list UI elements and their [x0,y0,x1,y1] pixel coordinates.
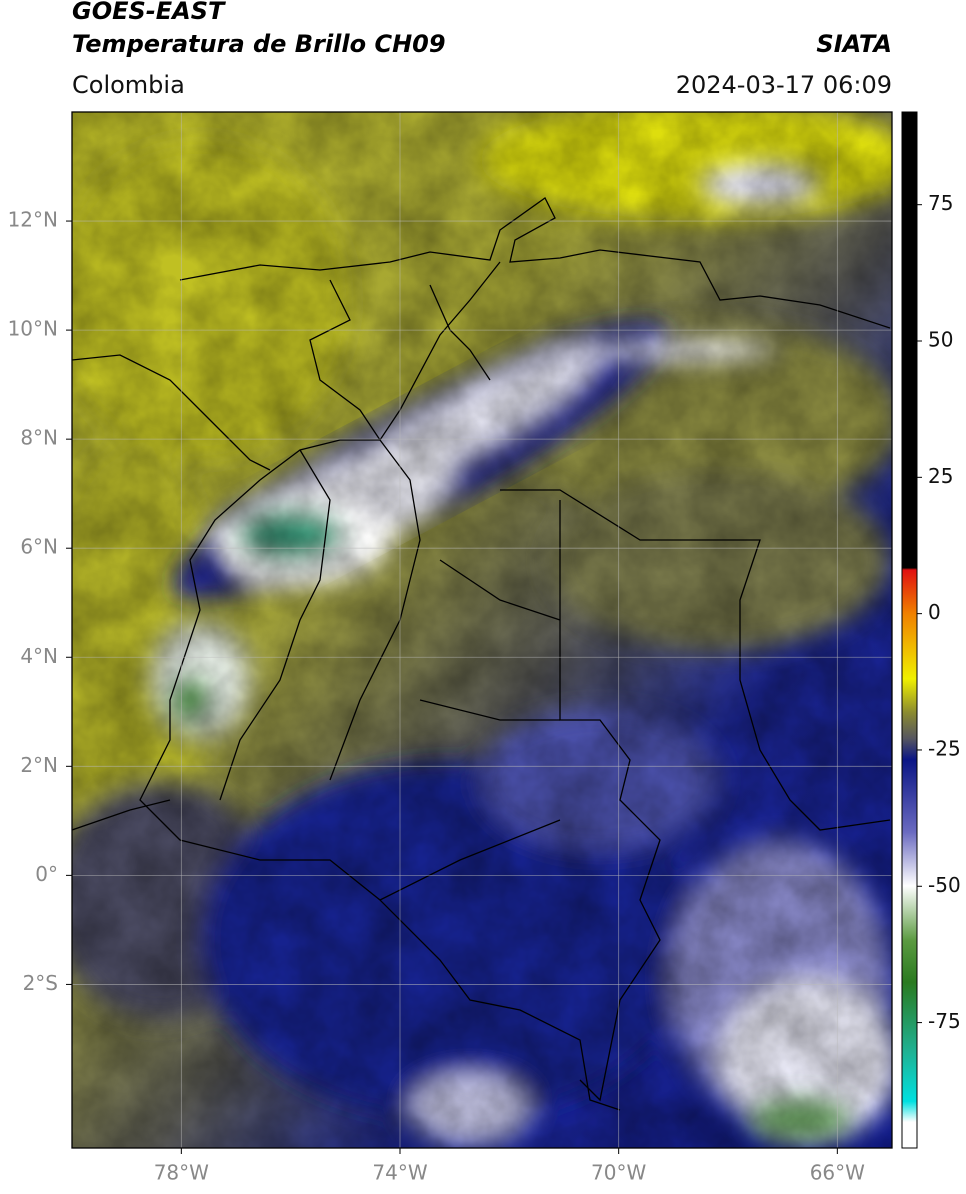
y-tick-label: 4°N [20,644,58,668]
colorbar-tick-label: 75 [928,191,953,215]
colorbar [901,111,918,1149]
x-tick-label: 66°W [810,1161,865,1185]
colorbar-tick-label: -25 [928,736,961,760]
x-tick-label: 74°W [372,1161,427,1185]
y-tick-label: 2°N [20,753,58,777]
y-tick-label: 2°S [23,971,58,995]
x-tick-label: 78°W [154,1161,209,1185]
colorbar-tick-label: 0 [928,600,941,624]
source: SIATA [816,30,892,58]
y-tick-label: 10°N [8,317,58,341]
x-tick-label: 70°W [591,1161,646,1185]
colorbar-tick-label: 25 [928,464,953,488]
colorbar-tick-label: -50 [928,873,961,897]
datetime: 2024-03-17 06:09 [676,71,892,99]
y-tick-label: 8°N [20,426,58,450]
satellite-image [72,112,892,1148]
y-tick-label: 12°N [8,208,58,232]
y-tick-label: 6°N [20,535,58,559]
title: GOES-EAST [72,0,226,25]
y-tick-label: 0° [35,862,58,886]
title: Temperatura de Brillo CH09 [72,30,446,58]
colorbar-tick-label: -75 [928,1009,961,1033]
colorbar-tick-label: 50 [928,328,953,352]
map-frame [71,111,893,1149]
region: Colombia [72,71,185,99]
borders [72,197,891,1111]
